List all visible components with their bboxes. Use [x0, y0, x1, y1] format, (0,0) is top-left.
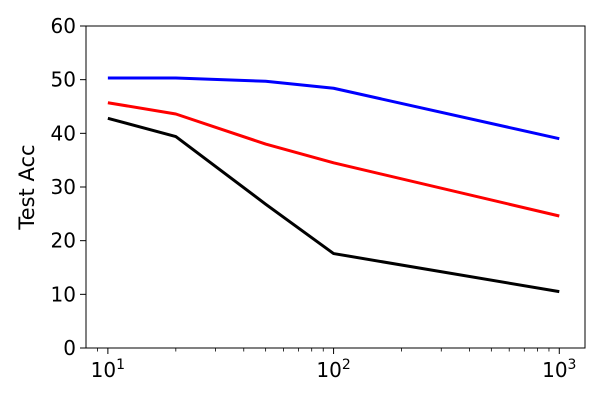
y-tick-label: 30: [51, 175, 76, 199]
x-tick-label: 101: [91, 357, 125, 382]
y-tick-label: 50: [51, 68, 76, 92]
series-line-3: [107, 116, 560, 294]
plot-frame: [85, 25, 586, 349]
y-tick-label: 40: [51, 121, 76, 145]
series-line-1: [107, 76, 560, 141]
axes: 0 10 20 30 40 50 60 101 102 103: [51, 14, 586, 382]
series-lines: [107, 76, 560, 294]
y-tick-label: 20: [51, 229, 76, 253]
y-axis-label: Test Acc: [15, 144, 39, 230]
y-tick-label: 0: [63, 336, 76, 360]
y-tick-label: 10: [51, 282, 76, 306]
y-tick-label: 60: [51, 14, 76, 38]
x-tick-label: 103: [542, 357, 576, 382]
series-line-2: [107, 101, 560, 218]
x-tick-label: 102: [316, 357, 350, 382]
